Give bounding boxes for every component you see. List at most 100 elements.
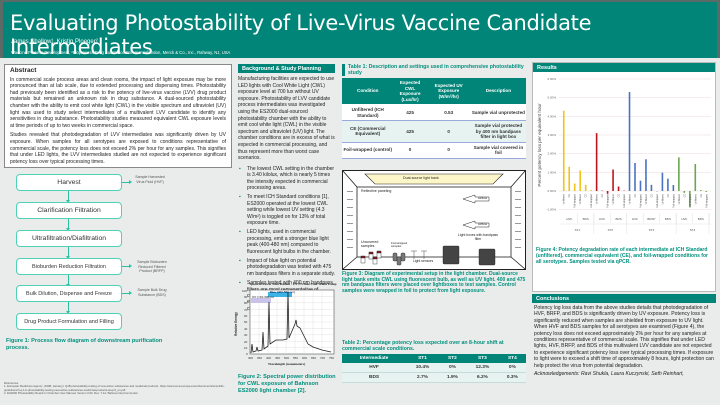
flow-step-harvest: Harvest: [16, 174, 122, 191]
svg-text:600: 600: [302, 356, 307, 360]
conclusions-heading: Conclusions: [532, 294, 716, 303]
potency-bar-chart: 6.00% 5.00% 4.00% 3.00% 2.00% 1.00% 0.00% -1.00…: [533, 73, 715, 243]
abstract-panel: Abstract In commercial scale process are…: [4, 64, 232, 168]
figure-3-caption: Figure 3: Diagram of experimental setup …: [342, 271, 526, 294]
figure-4-caption: Figure 4: Potency degradation rate of ea…: [536, 247, 708, 265]
table-header: Description: [470, 78, 526, 105]
figure-2-caption: Figure 2: Spectral power distribution fo…: [238, 374, 336, 394]
svg-text:Unfiltered: Unfiltered: [563, 193, 566, 204]
svg-text:Foil-wrapped: Foil-wrapped: [623, 193, 626, 207]
table-2: Intermediate ST1 ST2 ST3 ST4 HVF 10.4% 0…: [342, 354, 526, 383]
table-row: CE (Commercial Equivalent) 425 0 Sample …: [342, 120, 526, 143]
svg-text:4.00%: 4.00%: [547, 114, 556, 118]
poster-title: Evaluating Photostability of Live-Virus …: [10, 11, 592, 59]
background-heading: Background & Study Planning: [238, 64, 335, 73]
svg-text:350: 350: [257, 356, 262, 360]
poster-affiliations: ¹Vaccine Process Development, ²Bioproces…: [11, 50, 231, 55]
uv-band-label: UV (<10-400nm): [252, 295, 275, 299]
svg-text:CE: CE: [618, 194, 621, 198]
flow-arrow-icon: [122, 180, 132, 184]
table-cell: 2.7%: [406, 372, 439, 383]
svg-text:Unfiltered: Unfiltered: [596, 193, 599, 204]
svg-text:Foil-wrapped: Foil-wrapped: [672, 193, 675, 207]
background-bullet: LED lights, used in commercial processin…: [238, 229, 336, 255]
flow-step-bulk-dilution: Bulk Dilution, Dispense and Freeze: [16, 285, 122, 302]
table-header: ST4: [498, 354, 526, 363]
results-heading: Results: [533, 63, 715, 72]
svg-text:ST4: ST4: [690, 228, 696, 232]
conclusions-text: Potency log loss data from the above stu…: [534, 305, 714, 369]
table-cell: HVF: [342, 363, 407, 373]
table-header: Expected UV Exposure (W/m²/hr): [426, 78, 471, 105]
svg-text:CE: CE: [634, 194, 637, 198]
reference-2: 2. ES2000 Photostability Reach-In Chambe…: [4, 391, 138, 396]
svg-text:0.00%: 0.00%: [547, 189, 556, 193]
table-1-panel: Table 1: Description and settings used i…: [342, 64, 526, 166]
svg-text:500: 500: [284, 356, 289, 360]
svg-text:ST3: ST3: [649, 228, 655, 232]
table-row: HVF 10.4% 0% 12.3% 0%: [342, 363, 526, 373]
background-intro: Manufacturing facilities are expected to…: [238, 76, 335, 162]
conclusions-panel: Conclusions Potency log loss data from t…: [532, 294, 716, 405]
table-cell: 0.53: [426, 104, 471, 121]
svg-text:Foil-wrapped: Foil-wrapped: [705, 193, 708, 207]
table-cell: 0: [426, 142, 471, 159]
svg-text:6.00%: 6.00%: [547, 77, 556, 81]
flow-note-bds: Sample Bulk Drug Substance (BDS): [137, 288, 167, 297]
svg-text:Foil-wrapped: Foil-wrapped: [656, 193, 659, 207]
reference-1: 1. European Medicines Agency. (1998, Jan…: [4, 384, 225, 392]
svg-text:50: 50: [244, 320, 248, 324]
svg-text:BDS: BDS: [698, 217, 704, 221]
svg-text:Unfiltered: Unfiltered: [629, 193, 632, 204]
flow-arrow-icon: [122, 264, 132, 268]
table-cell: 0.3%: [498, 372, 526, 383]
flow-arrow-icon: [66, 219, 70, 231]
abstract-paragraph-2: Studies revealed that photodegradation o…: [10, 132, 226, 165]
light-bank-label: Dual-source light bank: [403, 176, 439, 180]
svg-text:550: 550: [293, 356, 298, 360]
flow-step-ufdf: Ultrafiltration/Diafiltration: [16, 230, 122, 247]
spectral-x-label: Wavelength (nanometers): [268, 362, 306, 366]
svg-text:CE: CE: [650, 194, 653, 198]
svg-text:Unfiltered: Unfiltered: [661, 193, 664, 204]
table-cell: 0%: [438, 363, 467, 373]
svg-text:Foil-wrapped: Foil-wrapped: [639, 193, 642, 207]
table-1-caption: Table 1: Description and settings used i…: [342, 64, 526, 76]
spectral-chart-title: Spectral Power Distribution - ES T-5 Bia…: [249, 282, 337, 286]
light-boxes-label: Light boxes with bandpass filter: [458, 233, 498, 241]
svg-text:HVF: HVF: [566, 217, 572, 221]
flow-arrow-icon: [66, 247, 70, 259]
svg-text:Unfiltered: Unfiltered: [678, 193, 681, 204]
svg-text:5.00%: 5.00%: [547, 96, 556, 100]
svg-text:CE: CE: [601, 194, 604, 198]
svg-text:450: 450: [275, 356, 280, 360]
svg-text:750: 750: [329, 356, 334, 360]
svg-text:Foil-wrapped: Foil-wrapped: [574, 193, 577, 207]
svg-text:CE: CE: [667, 194, 670, 198]
flow-note-hvf: Sample Harvested Virus Fluid (HVF): [135, 175, 165, 184]
svg-text:1.00%: 1.00%: [547, 170, 556, 174]
table-cell: 425: [393, 120, 427, 143]
table-cell: CE (Commercial Equivalent): [342, 120, 394, 143]
table-row: BDS 2.7% 1.9% 6.2% 0.3%: [342, 372, 526, 383]
process-flow-diagram: Harvest Clarification Filtration Ultrafi…: [4, 172, 232, 372]
uncovered-label: Uncovered samples: [361, 240, 379, 248]
svg-text:0: 0: [246, 352, 248, 356]
svg-text:Unfiltered: Unfiltered: [579, 193, 582, 204]
acknowledgements: Acknowledgements: Ravi Shukla, Laura Kuc…: [534, 371, 684, 378]
figure-2-spectral-chart: Spectral Power Distribution - ES T-5 Bia…: [234, 282, 337, 394]
spectral-y-label: Relative Energy: [233, 312, 238, 336]
svg-text:CE: CE: [585, 194, 588, 198]
svg-text:CE: CE: [683, 194, 686, 198]
svg-text:Unfiltered: Unfiltered: [645, 193, 648, 204]
flow-step-bioburden: Bioburden Reduction Filtration: [16, 258, 122, 275]
background-bullet: The lowest CWL setting in the chamber is…: [238, 166, 336, 192]
table-cell: 0: [426, 120, 471, 143]
background-bullet: To meet ICH Standard conditions [1], ES2…: [238, 194, 336, 226]
svg-text:Unfiltered: Unfiltered: [694, 193, 697, 204]
table-cell: 425: [393, 104, 427, 121]
reflective-label: Reflective paneling: [361, 189, 392, 193]
svg-text:100: 100: [242, 289, 247, 293]
svg-text:Foil-wrapped: Foil-wrapped: [590, 193, 593, 207]
table-cell: 6.2%: [466, 372, 499, 383]
